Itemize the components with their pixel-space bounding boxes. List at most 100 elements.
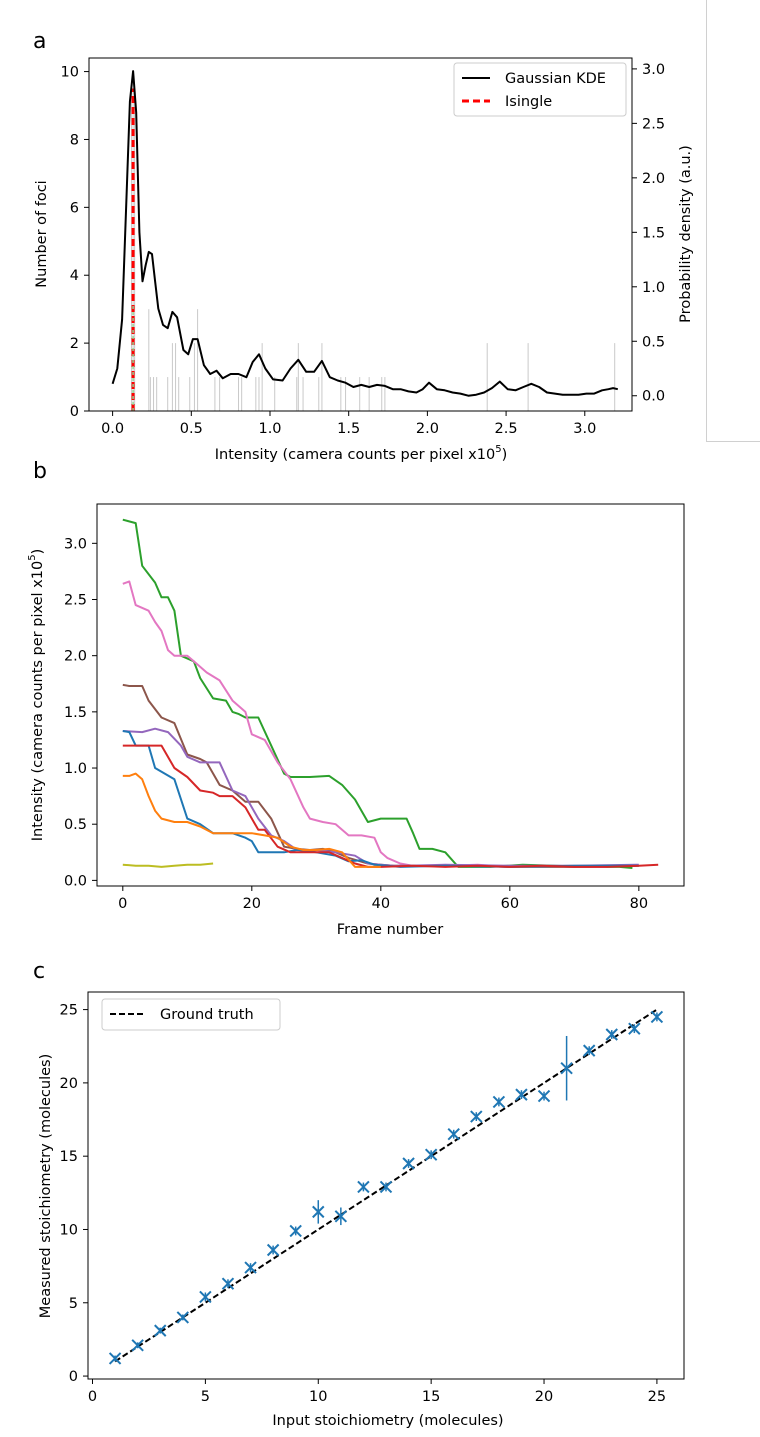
x-ticks-b: 0 20 40 60 80 — [118, 886, 648, 912]
trace-red — [122, 744, 659, 868]
scatter-points — [108, 1010, 664, 1365]
x-tick-label: 2.5 — [495, 421, 518, 437]
y-tick-right-label: 1.0 — [642, 280, 665, 296]
scatter-point — [537, 1089, 551, 1103]
x-tick-label: 3.0 — [573, 421, 596, 437]
trace-orange — [122, 772, 381, 868]
y-tick-label: 0.0 — [64, 873, 87, 889]
scatter-point — [515, 1088, 528, 1101]
panel-c: c 0 5 10 15 20 25 0 5 10 15 20 25 Input stoichiome… — [33, 959, 685, 1429]
y-tick-label: 0.5 — [64, 817, 87, 833]
scatter-point — [199, 1290, 212, 1304]
legend-item-kde: Gaussian KDE — [505, 71, 606, 87]
scatter-point — [334, 1210, 348, 1223]
x-tick-label: 40 — [372, 896, 390, 912]
y-axis-label-b: Intensity (camera counts per pixel x105) — [27, 549, 46, 842]
scatter-point — [289, 1224, 302, 1238]
panel-a: a 0.0 0.5 1.0 1.5 2.0 2.5 3.0 0 2 4 6 8 10 0.0 0.5 1.… — [33, 29, 694, 463]
y-tick-right-label: 0.0 — [642, 389, 665, 405]
x-tick-label: 1.0 — [258, 421, 281, 437]
y-tick-label: 2 — [70, 336, 79, 352]
y-tick-label: 15 — [60, 1149, 78, 1165]
scatter-point — [221, 1277, 235, 1290]
x-ticks-c: 0 5 10 15 20 25 — [88, 1379, 666, 1405]
scatter-point — [154, 1324, 167, 1337]
y-axis-label-a: Number of foci — [34, 180, 50, 287]
x-axis-label-b: Frame number — [337, 922, 443, 938]
y-tick-label: 1.5 — [64, 705, 87, 721]
y-tick-label: 5 — [69, 1296, 78, 1312]
x-tick-label: 5 — [201, 1389, 210, 1405]
scatter-point — [131, 1339, 144, 1352]
panel-a-label: a — [33, 29, 46, 54]
y-tick-label: 25 — [60, 1003, 78, 1019]
legend-item-isingle: Isingle — [505, 94, 552, 110]
scatter-point — [447, 1127, 460, 1141]
scatter-point — [560, 1062, 573, 1075]
trace-green — [122, 518, 633, 869]
y-tick-label: 10 — [60, 1222, 78, 1238]
y-ticks-a: 0 2 4 6 8 10 — [61, 65, 89, 420]
y-tick-label: 3.0 — [64, 536, 87, 552]
x-tick-label: 1.5 — [337, 421, 360, 437]
y-tick-right-label: 3.0 — [642, 62, 665, 78]
x-tick-label: 60 — [501, 896, 519, 912]
plot-frame-a — [88, 57, 633, 412]
scatter-point — [605, 1028, 618, 1041]
y-tick-label: 1.0 — [64, 761, 87, 777]
y-axis-label-c: Measured stoichiometry (molecules) — [38, 1054, 54, 1318]
trace-purple — [122, 727, 639, 867]
y-tick-right-label: 2.5 — [642, 116, 665, 132]
x-tick-label: 80 — [630, 896, 648, 912]
x-tick-label: 20 — [535, 1389, 553, 1405]
side-divider-bottom — [706, 441, 760, 442]
y-tick-right-label: 1.5 — [642, 225, 665, 241]
scatter-point — [312, 1205, 325, 1219]
x-tick-label: 0 — [88, 1389, 97, 1405]
y-tick-label: 4 — [70, 268, 79, 284]
y-tick-label: 20 — [60, 1076, 78, 1092]
x-tick-label: 0.0 — [101, 421, 124, 437]
x-ticks-a: 0.0 0.5 1.0 1.5 2.0 2.5 3.0 — [101, 411, 596, 437]
y-ticks-c: 0 5 10 15 20 25 — [60, 1003, 88, 1385]
scatter-point — [244, 1261, 257, 1274]
x-tick-label: 0.5 — [180, 421, 203, 437]
y-tick-right-label: 0.5 — [642, 334, 665, 350]
scatter-point — [424, 1148, 438, 1161]
y-tick-label: 8 — [70, 132, 79, 148]
y-tick-label: 0 — [69, 1369, 78, 1385]
scatter-point — [492, 1095, 506, 1109]
x-tick-label: 15 — [422, 1389, 440, 1405]
x-tick-label: 0 — [118, 896, 127, 912]
panel-b-label: b — [33, 459, 47, 484]
legend-c: Ground truth — [101, 998, 281, 1031]
y-ticks-b: 0.0 0.5 1.0 1.5 2.0 2.5 3.0 — [64, 536, 97, 889]
scatter-point — [108, 1352, 122, 1365]
trace-lines — [122, 518, 659, 869]
plot-frame-c — [87, 991, 685, 1380]
scatter-point — [582, 1044, 596, 1057]
y-tick-right-label: 2.0 — [642, 171, 665, 187]
scatter-point — [628, 1022, 641, 1035]
y-axis-label-right-a: Probability density (a.u.) — [678, 145, 694, 323]
x-tick-label: 10 — [309, 1389, 327, 1405]
scatter-point — [470, 1110, 483, 1123]
x-tick-label: 2.0 — [416, 421, 439, 437]
trace-brown — [122, 683, 639, 868]
y-tick-label: 6 — [70, 200, 79, 216]
kde-line — [111, 70, 619, 397]
legend-item-ground-truth: Ground truth — [160, 1007, 254, 1023]
x-tick-label: 20 — [243, 896, 261, 912]
y-tick-label: 2.0 — [64, 649, 87, 665]
panel-c-label: c — [33, 959, 45, 984]
panel-b: b 0 20 40 60 80 0.0 0.5 1.0 1.5 2.0 2.5 3.0 Frame … — [27, 459, 685, 938]
y-tick-label: 2.5 — [64, 593, 87, 609]
scatter-point — [266, 1243, 280, 1257]
trace-blue — [122, 730, 639, 868]
x-axis-label-c: Input stoichiometry (molecules) — [272, 1413, 503, 1429]
side-divider — [706, 0, 707, 442]
scatter-point — [379, 1180, 393, 1194]
plot-frame-b — [96, 503, 685, 887]
scatter-point — [357, 1180, 370, 1194]
